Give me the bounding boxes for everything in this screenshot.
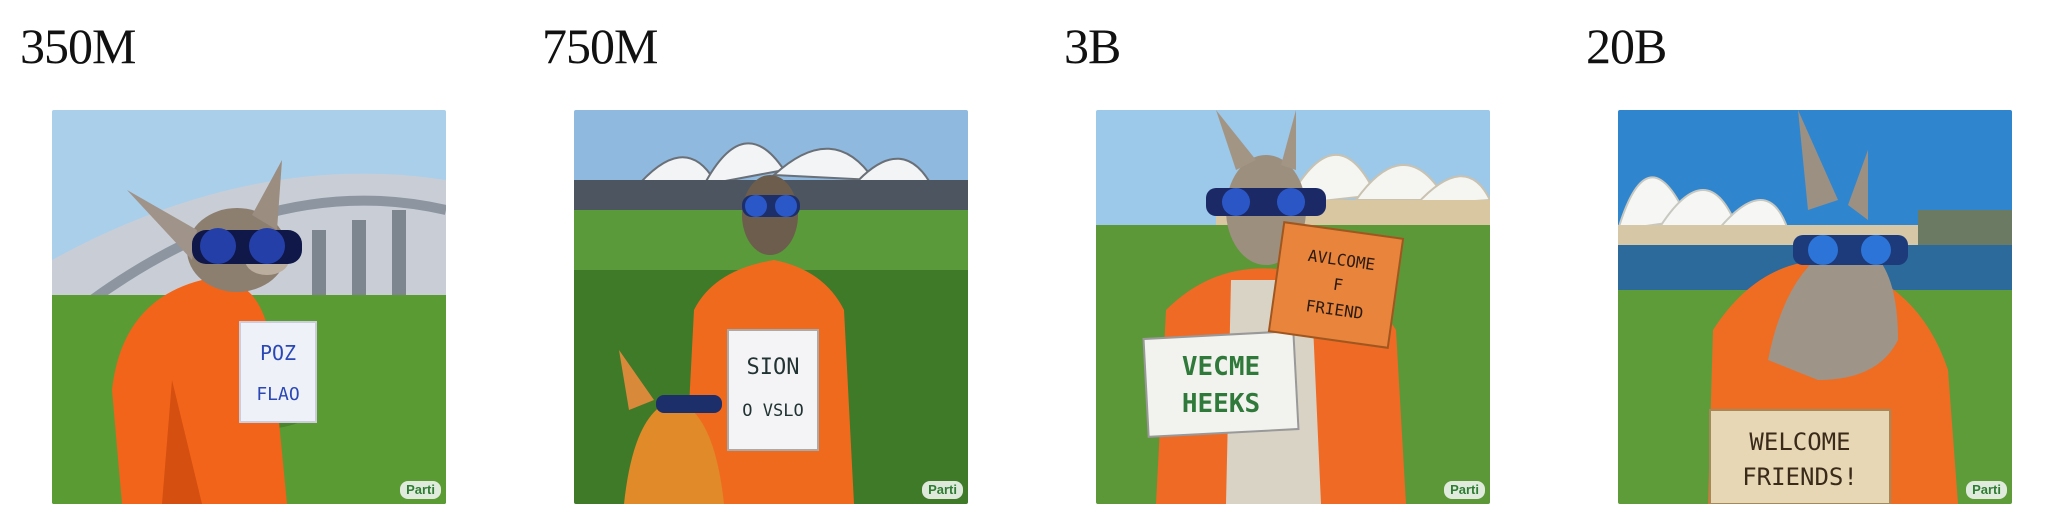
- panel-750m: 750M SION O VSLO Parti: [522, 0, 1034, 531]
- panel-350m: 350M POZ FLAO Parti: [0, 0, 512, 531]
- generated-image-20b: WELCOME FRIENDS! Parti: [1618, 110, 2012, 504]
- sign-text-line-2: HEEKS: [1182, 389, 1260, 419]
- model-size-label: 20B: [1586, 18, 1667, 74]
- kangaroo-image: SION O VSLO: [574, 110, 968, 504]
- sign-text-line-1: SION: [747, 355, 800, 380]
- parti-watermark: Parti: [922, 481, 963, 499]
- panel-3b: 3B VECME HEEKS AVLCOME F: [1044, 0, 1556, 531]
- sign-text-line-1: WELCOME: [1749, 428, 1850, 456]
- model-size-label: 350M: [20, 18, 136, 74]
- sign-text-line-1: POZ: [260, 341, 296, 365]
- kangaroo-image: WELCOME FRIENDS!: [1618, 110, 2012, 504]
- sign-text-line-2: FLAO: [256, 384, 299, 405]
- panel-20b: 20B WELCOME FRIENDS! Parti: [1566, 0, 2048, 531]
- generated-image-350m: POZ FLAO Parti: [52, 110, 446, 504]
- sign-text-line-1: VECME: [1182, 352, 1260, 382]
- parti-watermark: Parti: [1966, 481, 2007, 499]
- parti-watermark: Parti: [400, 481, 441, 499]
- sign-text-line-2: O VSLO: [742, 401, 803, 421]
- generated-image-750m: SION O VSLO Parti: [574, 110, 968, 504]
- kangaroo-image: VECME HEEKS AVLCOME F FRIEND: [1096, 110, 1490, 504]
- sign2-text-line-2: F: [1332, 275, 1344, 295]
- kangaroo-image: POZ FLAO: [52, 110, 446, 504]
- sign-text-line-2: FRIENDS!: [1742, 463, 1858, 491]
- parti-watermark: Parti: [1444, 481, 1485, 499]
- model-size-label: 750M: [542, 18, 658, 74]
- generated-image-3b: VECME HEEKS AVLCOME F FRIEND Parti: [1096, 110, 1490, 504]
- model-size-label: 3B: [1064, 18, 1121, 74]
